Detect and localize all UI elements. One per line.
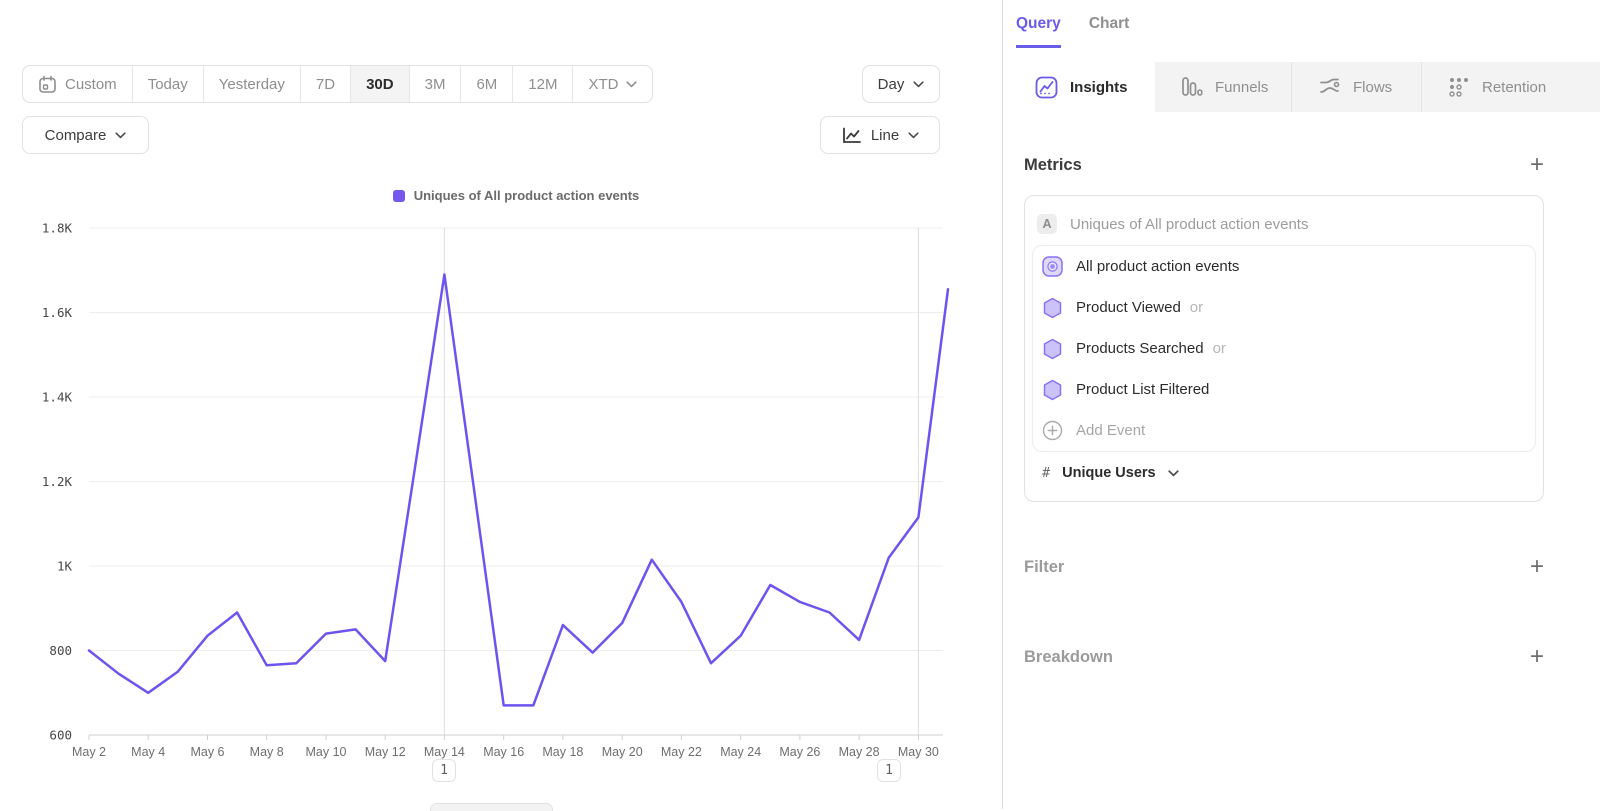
event-row-product-viewed[interactable]: Product Viewed or <box>1033 287 1535 328</box>
add-event-plus-icon <box>1042 420 1063 441</box>
event-hexagon-icon <box>1043 338 1062 359</box>
metrics-section-header: Metrics + <box>1024 146 1544 184</box>
tab-label: Flows <box>1353 78 1393 96</box>
chart-type-dropdown[interactable]: Line <box>820 116 940 154</box>
metrics-title: Metrics <box>1024 155 1082 174</box>
chart-pane: Custom Today Yesterday 7D 30D 3M 6M 12M … <box>0 65 1002 811</box>
metric-card-header[interactable]: A Uniques of All product action events <box>1032 203 1536 245</box>
svg-text:800: 800 <box>49 643 72 658</box>
event-row-product-list-filtered[interactable]: Product List Filtered <box>1033 369 1535 410</box>
event-list: All product action events Product Viewed… <box>1032 245 1536 452</box>
tab-retention[interactable]: Retention <box>1421 62 1600 112</box>
range-yesterday[interactable]: Yesterday <box>204 66 301 102</box>
tab-flows[interactable]: Flows <box>1291 62 1421 112</box>
svg-text:May 2: May 2 <box>72 745 106 759</box>
chevron-down-icon <box>908 131 919 138</box>
svg-text:May 14: May 14 <box>424 745 465 759</box>
report-type-tabs: Insights Funnels Flows Retent <box>1003 62 1600 112</box>
tab-insights[interactable]: Insights <box>1003 62 1155 112</box>
tab-funnels[interactable]: Funnels <box>1155 62 1291 112</box>
range-today[interactable]: Today <box>133 66 204 102</box>
range-7d[interactable]: 7D <box>301 66 352 102</box>
range-30d[interactable]: 30D <box>351 66 410 102</box>
metric-card-title: Uniques of All product action events <box>1070 215 1309 233</box>
add-event-button[interactable]: Add Event <box>1033 410 1535 451</box>
range-label: Custom <box>65 75 117 93</box>
tab-chart[interactable]: Chart <box>1088 15 1130 32</box>
svg-text:1.4K: 1.4K <box>42 390 73 405</box>
range-xtd[interactable]: XTD <box>573 66 652 102</box>
svg-text:May 22: May 22 <box>661 745 702 759</box>
insights-icon <box>1035 76 1058 98</box>
annotation-marker[interactable]: 1 <box>432 759 456 782</box>
chart-type-label: Line <box>870 126 900 144</box>
add-filter-button[interactable]: + <box>1529 553 1544 580</box>
event-hexagon-icon <box>1043 379 1062 400</box>
line-chart-icon <box>842 127 861 143</box>
clipped-panel-edge <box>430 803 553 811</box>
tab-label: Insights <box>1070 78 1128 96</box>
svg-text:May 16: May 16 <box>483 745 524 759</box>
panel-top-tabs: Query Chart <box>1003 0 1600 62</box>
metric-letter-badge: A <box>1037 214 1057 234</box>
tab-label: Funnels <box>1215 78 1269 96</box>
breakdown-section-header: Breakdown + <box>1024 638 1544 676</box>
svg-text:May 30: May 30 <box>898 745 939 759</box>
chart-legend: Uniques of All product action events <box>89 188 943 203</box>
calendar-icon <box>39 75 56 93</box>
svg-text:May 28: May 28 <box>839 745 880 759</box>
aggregation-dropdown[interactable]: # Unique Users <box>1032 452 1536 494</box>
query-panel: Query Chart Insights Funnels <box>1002 0 1600 809</box>
retention-icon <box>1449 78 1468 97</box>
tab-label: Retention <box>1482 78 1547 96</box>
svg-text:May 4: May 4 <box>131 745 165 759</box>
range-12m[interactable]: 12M <box>513 66 574 102</box>
svg-text:May 8: May 8 <box>250 745 284 759</box>
annotation-marker[interactable]: 1 <box>877 759 901 782</box>
range-custom[interactable]: Custom <box>23 66 133 102</box>
event-row-products-searched[interactable]: Products Searched or <box>1033 328 1535 369</box>
svg-text:May 10: May 10 <box>306 745 347 759</box>
compare-label: Compare <box>44 126 107 144</box>
flows-icon <box>1320 78 1340 93</box>
chevron-down-icon <box>913 80 924 87</box>
funnels-icon <box>1182 77 1203 96</box>
event-row-all-product-action-events[interactable]: All product action events <box>1033 246 1535 287</box>
svg-text:1.8K: 1.8K <box>42 221 73 236</box>
granularity-label: Day <box>877 75 905 93</box>
filter-section-header: Filter + <box>1024 548 1544 586</box>
svg-text:600: 600 <box>49 728 72 743</box>
number-icon: # <box>1042 465 1051 481</box>
range-6m[interactable]: 6M <box>461 66 514 102</box>
chevron-down-icon <box>626 80 638 87</box>
breakdown-title: Breakdown <box>1024 647 1113 666</box>
svg-text:May 12: May 12 <box>365 745 406 759</box>
panel-content: Metrics + A Uniques of All product actio… <box>1003 112 1600 676</box>
svg-text:May 18: May 18 <box>542 745 583 759</box>
filter-title: Filter <box>1024 557 1065 576</box>
svg-text:May 24: May 24 <box>720 745 761 759</box>
range-3m[interactable]: 3M <box>410 66 462 102</box>
svg-text:1K: 1K <box>57 559 73 574</box>
granularity-dropdown[interactable]: Day <box>862 65 940 103</box>
compare-dropdown[interactable]: Compare <box>22 116 149 154</box>
svg-text:May 26: May 26 <box>779 745 820 759</box>
metric-card: A Uniques of All product action events A… <box>1024 195 1544 502</box>
add-metric-button[interactable]: + <box>1529 151 1544 178</box>
svg-text:1.2K: 1.2K <box>42 474 73 489</box>
date-range-picker: Custom Today Yesterday 7D 30D 3M 6M 12M … <box>22 65 654 103</box>
svg-text:May 6: May 6 <box>190 745 224 759</box>
add-breakdown-button[interactable]: + <box>1529 643 1544 670</box>
event-hexagon-icon <box>1043 297 1062 318</box>
legend-label: Uniques of All product action events <box>413 188 640 203</box>
chevron-down-icon <box>115 131 126 138</box>
svg-text:May 20: May 20 <box>602 745 643 759</box>
line-chart[interactable]: 600 800 1K 1.2K 1.4K 1.6K 1.8K May 2 May 4 May 6 M… <box>0 210 1002 809</box>
legend-swatch <box>392 189 405 202</box>
custom-event-icon <box>1042 256 1063 277</box>
tab-query[interactable]: Query <box>1016 15 1061 48</box>
chevron-down-icon <box>1167 469 1179 476</box>
svg-text:1.6K: 1.6K <box>42 305 73 320</box>
